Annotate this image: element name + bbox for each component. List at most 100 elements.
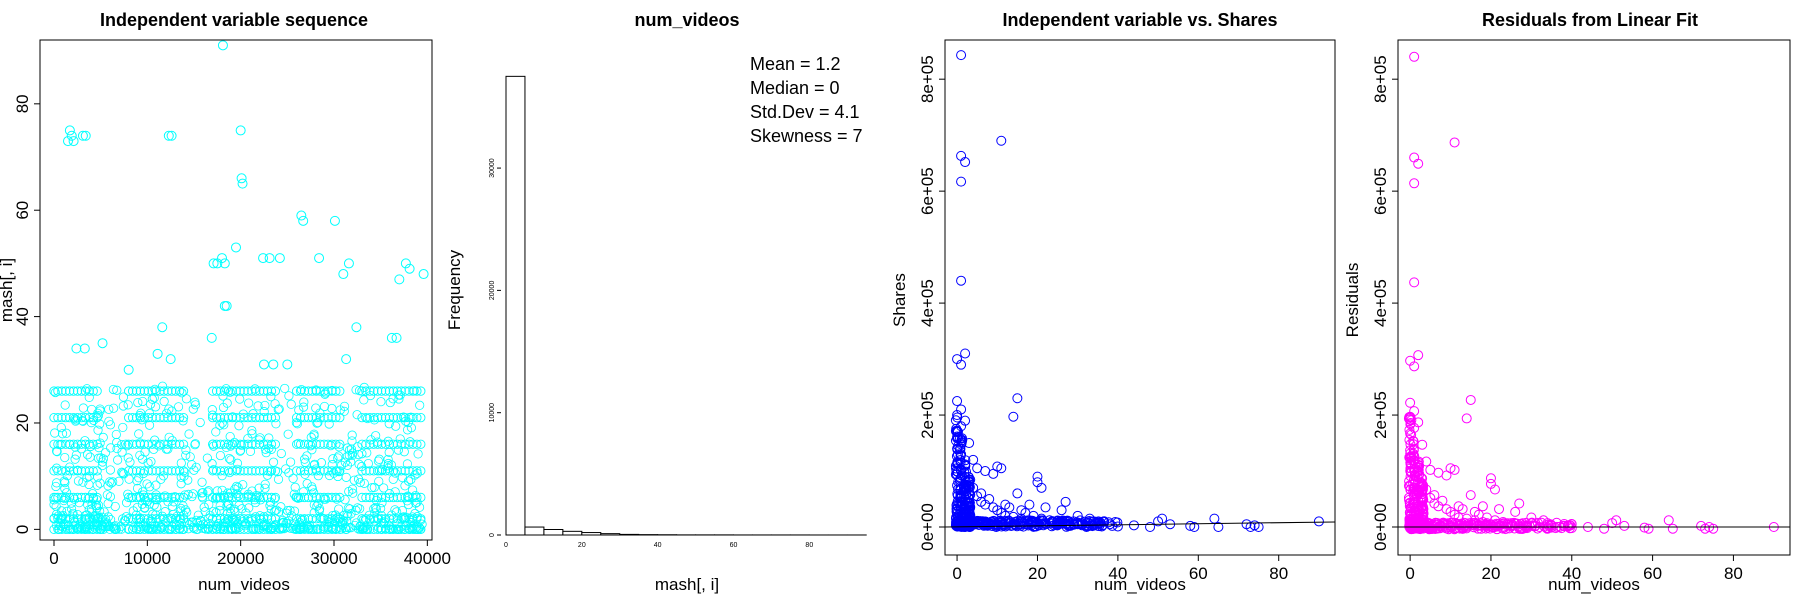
x-tick-label: 60 xyxy=(1643,564,1662,583)
data-point xyxy=(70,442,81,452)
data-point xyxy=(285,505,295,516)
data-point xyxy=(245,446,256,456)
data-point xyxy=(235,125,246,136)
y-tick-label: 10000 xyxy=(489,403,496,423)
data-point xyxy=(155,522,165,532)
data-point xyxy=(171,492,181,503)
data-point xyxy=(127,439,138,449)
data-point xyxy=(359,395,369,405)
data-point xyxy=(109,403,119,413)
x-tick-label: 60 xyxy=(730,542,738,549)
data-point xyxy=(144,420,155,430)
data-point xyxy=(197,492,207,502)
y-axis-label: mash[, i] xyxy=(0,258,16,322)
data-point xyxy=(303,466,314,476)
data-point xyxy=(144,408,155,419)
data-point xyxy=(251,491,261,501)
data-point xyxy=(330,524,341,534)
panel-sequence: Independent variable sequence num_videos… xyxy=(0,10,451,594)
data-point xyxy=(344,450,354,460)
data-point xyxy=(135,518,146,528)
data-point xyxy=(400,439,410,449)
data-point xyxy=(384,489,395,499)
data-point xyxy=(354,459,364,469)
data-point xyxy=(388,474,398,484)
data-point xyxy=(1060,496,1071,507)
stat-stddev: Std.Dev = 4.1 xyxy=(750,102,860,122)
data-point xyxy=(338,269,349,280)
data-point xyxy=(376,397,386,407)
data-point xyxy=(1409,51,1420,62)
data-point xyxy=(76,444,86,454)
data-point xyxy=(1469,515,1480,526)
data-point xyxy=(236,173,247,184)
data-point xyxy=(327,413,337,423)
data-point xyxy=(93,408,103,418)
data-point xyxy=(956,449,967,460)
data-point xyxy=(215,439,226,449)
data-point xyxy=(1409,450,1420,461)
data-point xyxy=(400,466,410,476)
data-point xyxy=(394,394,404,404)
data-point xyxy=(292,419,303,429)
data-point xyxy=(1000,510,1011,521)
data-point xyxy=(51,492,61,503)
x-tick-label: 20 xyxy=(578,542,586,549)
data-point xyxy=(50,428,60,438)
data-point xyxy=(284,391,294,401)
data-point xyxy=(270,492,281,503)
data-point xyxy=(342,509,352,519)
data-point xyxy=(412,386,422,396)
data-point xyxy=(119,516,130,526)
data-point xyxy=(390,468,400,478)
stat-skewness: Skewness = 7 xyxy=(750,126,863,146)
data-point xyxy=(239,386,249,396)
y-tick-label: 20000 xyxy=(489,281,496,301)
data-point xyxy=(392,514,402,524)
data-point xyxy=(203,487,213,497)
data-point xyxy=(333,453,343,463)
data-point xyxy=(1489,484,1500,495)
data-point xyxy=(207,459,217,469)
data-point xyxy=(327,466,337,476)
data-point xyxy=(76,466,87,476)
data-point xyxy=(1564,520,1575,531)
data-point xyxy=(300,469,310,479)
data-point xyxy=(315,439,325,449)
data-point xyxy=(1409,152,1420,163)
data-point xyxy=(394,390,404,400)
data-point xyxy=(1457,504,1468,515)
data-point xyxy=(225,387,235,397)
data-point xyxy=(69,494,80,504)
data-point xyxy=(384,386,395,396)
data-point xyxy=(343,258,354,269)
data-point xyxy=(212,486,222,496)
y-axis-label: Shares xyxy=(890,273,909,327)
data-point xyxy=(258,386,269,396)
data-point xyxy=(77,130,88,141)
plot-frame xyxy=(39,39,433,541)
data-point xyxy=(167,386,177,396)
data-point xyxy=(126,493,136,503)
data-point xyxy=(71,343,82,354)
data-point xyxy=(50,387,60,398)
data-point xyxy=(255,466,265,476)
data-point xyxy=(391,421,401,431)
data-point xyxy=(143,413,153,423)
data-point xyxy=(105,465,116,475)
data-point xyxy=(361,413,371,423)
data-point xyxy=(102,490,112,500)
data-point xyxy=(152,502,162,512)
data-point xyxy=(1461,413,1472,424)
data-point xyxy=(53,466,63,476)
data-point xyxy=(51,446,62,456)
data-point xyxy=(1409,277,1420,288)
data-point xyxy=(960,460,971,471)
panel-title: Independent variable vs. Shares xyxy=(1002,10,1277,30)
data-point xyxy=(215,450,226,461)
data-point xyxy=(211,439,222,449)
data-point xyxy=(314,506,324,516)
data-point xyxy=(346,523,356,533)
panel-title: num_videos xyxy=(634,10,739,30)
data-point xyxy=(394,274,405,285)
